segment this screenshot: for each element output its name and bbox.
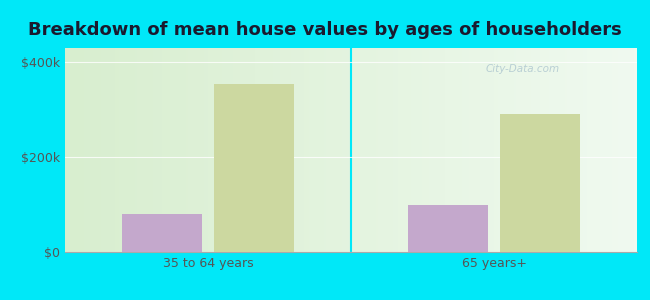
Bar <box>122 214 202 252</box>
Bar <box>408 205 488 252</box>
Text: Breakdown of mean house values by ages of householders: Breakdown of mean house values by ages o… <box>28 21 622 39</box>
Text: City-Data.com: City-Data.com <box>486 64 560 74</box>
Bar <box>214 84 294 252</box>
Bar <box>500 114 580 252</box>
